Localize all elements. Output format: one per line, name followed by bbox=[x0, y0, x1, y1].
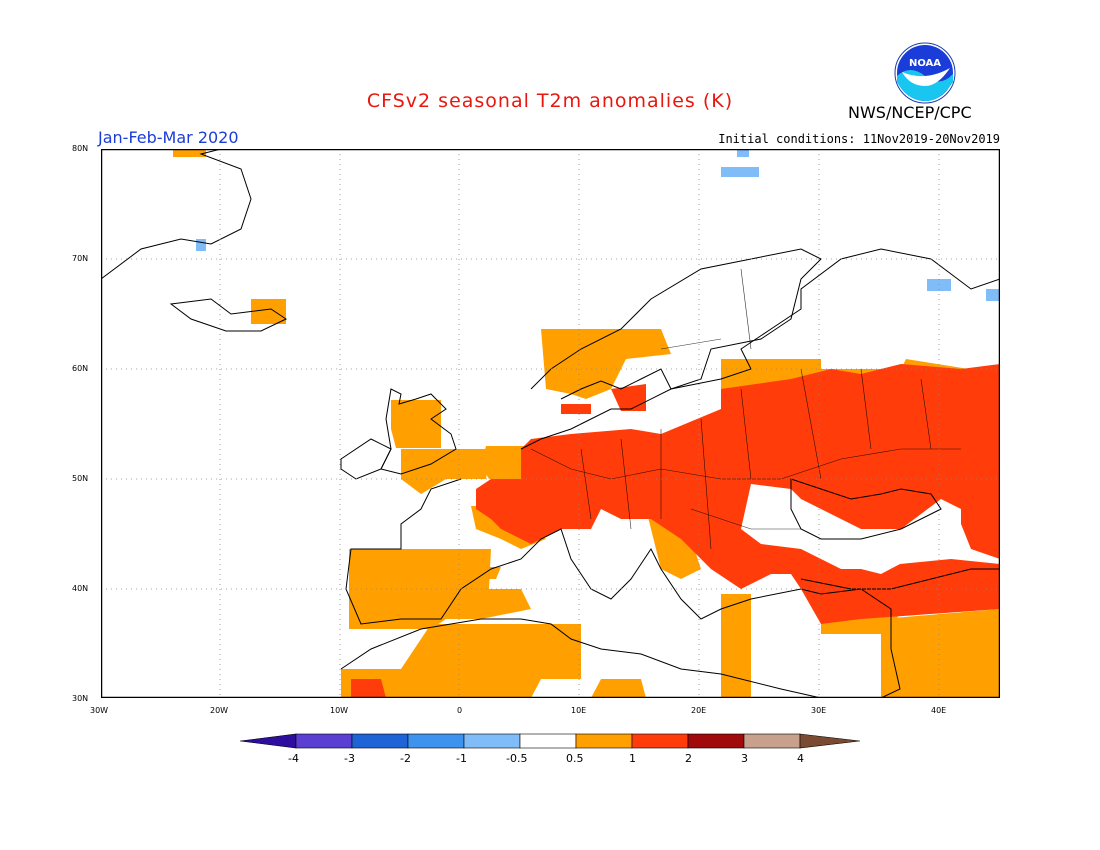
legend-swatch bbox=[351, 733, 409, 749]
lat-label: 70N bbox=[72, 254, 89, 263]
legend-label: 4 bbox=[797, 752, 804, 765]
lon-label: 30W bbox=[90, 706, 109, 715]
legend-swatch bbox=[519, 733, 577, 749]
legend-label: -3 bbox=[344, 752, 355, 765]
legend-label: -2 bbox=[400, 752, 411, 765]
map-border bbox=[101, 149, 1000, 698]
noaa-logo: NOAA bbox=[894, 42, 956, 104]
legend-swatch bbox=[575, 733, 633, 749]
lat-label: 60N bbox=[72, 364, 89, 373]
logo-text: NOAA bbox=[909, 58, 941, 69]
lon-label: 10E bbox=[571, 706, 587, 715]
legend-swatch bbox=[407, 733, 465, 749]
legend-swatch bbox=[631, 733, 689, 749]
legend-label: 0.5 bbox=[566, 752, 584, 765]
lat-label: 30N bbox=[72, 694, 89, 703]
initial-conditions: Initial conditions: 11Nov2019-20Nov2019 bbox=[718, 132, 1000, 146]
legend-label: 2 bbox=[685, 752, 692, 765]
lon-label: 10W bbox=[330, 706, 349, 715]
lon-label: 20E bbox=[691, 706, 707, 715]
lon-label: 0 bbox=[457, 706, 463, 715]
legend-swatch bbox=[743, 733, 801, 749]
lat-label: 40N bbox=[72, 584, 89, 593]
legend-swatch bbox=[687, 733, 745, 749]
legend-label: -4 bbox=[288, 752, 299, 765]
agency-label: NWS/NCEP/CPC bbox=[848, 103, 972, 122]
lon-label: 30E bbox=[811, 706, 827, 715]
legend-label: 3 bbox=[741, 752, 748, 765]
anomaly-region-0.5-1 bbox=[173, 149, 1000, 698]
anomaly-region-neg1-neg0.5 bbox=[196, 149, 1000, 301]
legend-label: -0.5 bbox=[506, 752, 528, 765]
legend-label: 1 bbox=[629, 752, 636, 765]
map-title: CFSv2 seasonal T2m anomalies (K) bbox=[366, 90, 734, 112]
anomaly-map bbox=[101, 149, 1000, 698]
legend-swatch bbox=[295, 733, 353, 749]
lat-label: 50N bbox=[72, 474, 89, 483]
legend-swatch bbox=[799, 733, 860, 749]
legend-swatch bbox=[240, 733, 297, 749]
lon-label: 20W bbox=[210, 706, 229, 715]
lon-label: 40E bbox=[931, 706, 947, 715]
legend-swatch bbox=[463, 733, 521, 749]
legend-label: -1 bbox=[456, 752, 467, 765]
anomaly-region-1-2 bbox=[351, 364, 1000, 698]
color-legend bbox=[240, 733, 860, 749]
forecast-period: Jan-Feb-Mar 2020 bbox=[98, 128, 239, 147]
coastlines bbox=[101, 149, 1000, 698]
lat-label: 80N bbox=[72, 144, 89, 153]
